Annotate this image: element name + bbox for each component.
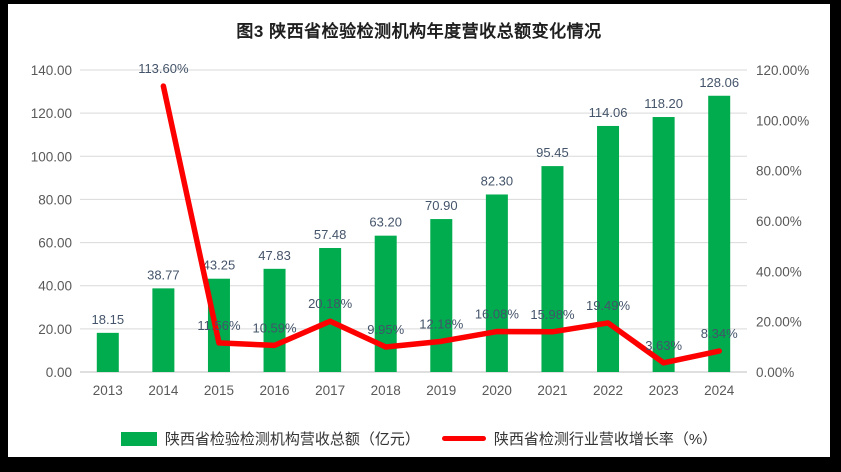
x-axis-tick: 2017 <box>315 383 345 398</box>
legend: 陕西省检验检测机构营收总额（亿元） 陕西省检测行业营收增长率（%） <box>8 428 830 449</box>
bar-2022 <box>597 125 620 372</box>
x-axis-tick: 2023 <box>649 383 679 398</box>
growth-rate-line-swatch-icon <box>441 436 486 441</box>
x-axis-tick: 2021 <box>537 383 567 398</box>
growth-rate-label: 10.59% <box>252 320 297 335</box>
y-axis-tick-right: 60.00% <box>756 214 802 229</box>
x-axis-tick: 2018 <box>371 383 401 398</box>
bar-2024 <box>708 95 731 372</box>
growth-rate-label: 3.63% <box>645 338 682 353</box>
y-axis-tick-right: 120.00% <box>756 63 809 78</box>
growth-rate-label: 8.34% <box>701 326 738 341</box>
bar-2023 <box>652 117 675 372</box>
growth-rate-label: 16.08% <box>475 307 520 322</box>
bar-value-label: 128.06 <box>699 75 739 90</box>
x-axis-tick: 2020 <box>482 383 512 398</box>
y-axis-tick-right: 20.00% <box>756 315 802 330</box>
y-axis-tick-left: 60.00 <box>38 236 72 251</box>
chart-title: 图3 陕西省检验检测机构年度营收总额变化情况 <box>236 22 602 41</box>
growth-rate-label: 19.49% <box>586 298 631 313</box>
y-axis-tick-right: 0.00% <box>756 365 794 380</box>
growth-rate-label: 9.95% <box>367 322 404 337</box>
growth-rate-label: 11.56% <box>197 318 241 333</box>
y-axis-tick-right: 40.00% <box>756 264 802 279</box>
y-axis-tick-left: 20.00 <box>38 322 72 337</box>
growth-rate-label: 20.18% <box>308 296 353 311</box>
bar-2018 <box>374 235 397 372</box>
bar-2013 <box>96 332 119 372</box>
y-axis-tick-left: 120.00 <box>31 106 72 121</box>
bar-2015 <box>207 278 230 372</box>
bar-value-label: 95.45 <box>536 145 569 160</box>
bar-value-label: 63.20 <box>369 215 402 230</box>
bar-2019 <box>430 219 453 372</box>
y-axis-tick-right: 100.00% <box>756 113 809 128</box>
bar-value-label: 114.06 <box>589 105 628 120</box>
bar-value-label: 43.25 <box>203 258 236 273</box>
growth-rate-label: 15.98% <box>530 307 575 322</box>
growth-rate-label: 12.18% <box>419 316 464 331</box>
chart-surface: 0.00 20.00 40.00 60.00 80.00 100.00 120.00 140.… <box>8 4 830 457</box>
y-axis-tick-left: 140.00 <box>31 63 72 78</box>
bar-value-label: 38.77 <box>147 267 180 282</box>
bar-value-label: 82.30 <box>481 173 514 188</box>
x-axis-tick: 2013 <box>93 383 123 398</box>
y-axis-tick-left: 80.00 <box>38 192 72 207</box>
chart-plot: 0.00 20.00 40.00 60.00 80.00 100.00 120.00 140.… <box>31 61 810 398</box>
y-axis-tick-left: 100.00 <box>31 149 72 164</box>
bar-2020 <box>485 194 508 372</box>
x-axis-tick: 2014 <box>148 383 179 398</box>
revenue-bar-swatch-icon <box>120 431 157 446</box>
bar-2021 <box>541 166 564 372</box>
legend-label-growth-rate: 陕西省检测行业营收增长率（%） <box>493 431 718 448</box>
bar-2014 <box>152 288 175 372</box>
y-axis-tick-left: 40.00 <box>38 279 72 294</box>
bar-value-label: 47.83 <box>258 248 291 263</box>
bar-value-label: 118.20 <box>644 96 683 111</box>
growth-rate-line <box>160 83 722 366</box>
bar-value-label: 18.15 <box>92 312 125 327</box>
bar-value-label: 57.48 <box>314 227 347 242</box>
growth-rate-label: 113.60% <box>138 61 189 76</box>
y-axis-tick-left: 0.00 <box>46 365 72 380</box>
x-axis-tick: 2022 <box>593 383 623 398</box>
legend-item-revenue: 陕西省检验检测机构营收总额（亿元） <box>120 428 420 449</box>
legend-item-growth-rate: 陕西省检测行业营收增长率（%） <box>441 428 718 449</box>
x-axis-tick: 2024 <box>704 383 735 398</box>
legend-label-revenue: 陕西省检验检测机构营收总额（亿元） <box>164 431 420 448</box>
y-axis-tick-right: 80.00% <box>756 164 802 179</box>
bar-value-label: 70.90 <box>425 198 458 213</box>
x-axis-tick: 2015 <box>204 383 234 398</box>
x-axis-tick: 2019 <box>426 383 456 398</box>
bar-2017 <box>319 248 342 372</box>
x-axis-tick: 2016 <box>260 383 290 398</box>
